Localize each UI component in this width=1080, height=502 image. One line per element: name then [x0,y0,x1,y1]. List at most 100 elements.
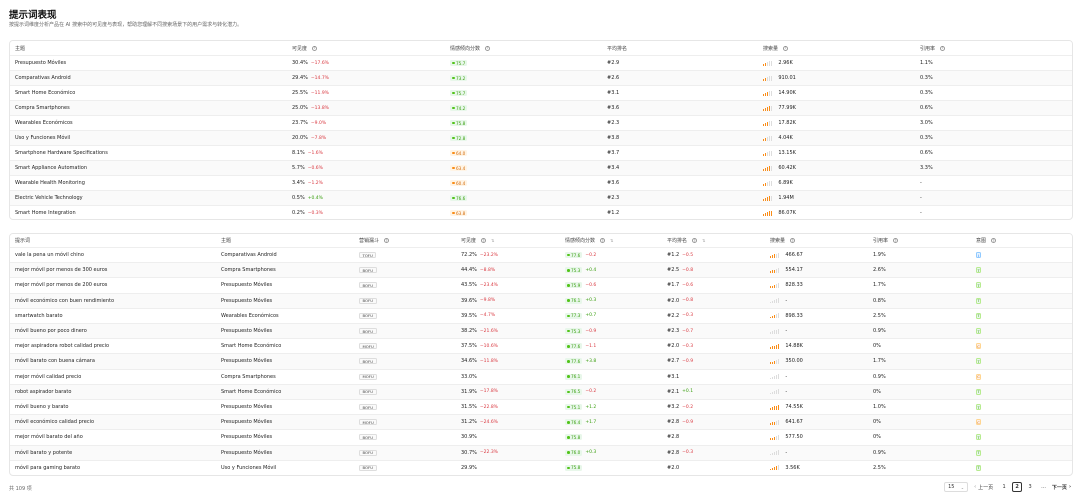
help-icon[interactable]: ? [481,238,487,243]
table-row[interactable]: Smart Home Integration 0.2% −0.3% 63.8 #1.2 8… [10,206,1072,219]
visibility-value: 33.0% [461,373,477,380]
page-number-button[interactable]: 3 [1028,484,1032,490]
header-cell[interactable]: 平均排名 [607,41,627,55]
help-icon[interactable]: ? [893,238,899,243]
sentiment-value: 63.4 [456,165,466,171]
intent-cell: T [976,385,981,399]
volume-value: 577.50 [785,434,803,441]
help-icon[interactable]: ? [485,45,491,51]
volume-cell: 4.04K [763,131,793,145]
help-icon[interactable]: ? [600,238,606,243]
header-cell[interactable]: 情感倾向分数? ⇅ [565,234,613,247]
header-cell[interactable]: 可见度? ⇅ [461,234,494,247]
table-row[interactable]: Wearables Económicos 23.7% −9.0% 75.8 #2.3 17… [10,116,1072,131]
help-icon[interactable]: ? [783,45,789,51]
sentiment-badge: 77.6 [565,252,583,259]
rank-value: #2.2 [667,312,680,319]
volume-value: 14.88K [785,343,803,350]
sort-icon[interactable]: ⇅ [610,238,613,243]
header-cell: 主题 [15,41,25,55]
prompt-text: móvil para gaming barato [15,464,81,471]
table-row[interactable]: móvil para gaming barato Uso y Funciones … [10,461,1072,475]
visibility-cell: 20.0% −7.8% [292,131,326,145]
page-number-button[interactable]: 2 [1012,482,1023,492]
intent-cell: C [976,370,981,384]
header-cell[interactable]: 引用率? [920,41,946,55]
sort-icon[interactable]: ⇅ [491,238,494,243]
topic-cell: Compra Smartphones [221,263,276,277]
table-row[interactable]: Comparativas Android 29.4% −14.7% 73.2 #2.6 9… [10,71,1072,86]
table-row[interactable]: Smartphone Hardware Specifications 8.1% −1… [10,146,1072,161]
sort-icon[interactable]: ⇅ [702,238,705,243]
topic-name: Presupuesto Móviles [221,434,273,441]
visibility-cell: 23.7% −9.0% [292,116,326,130]
header-cell[interactable]: 意图? [976,234,997,247]
visibility-value: 5.7% [292,165,305,171]
table-row[interactable]: robot aspirador barato Smart Home Económi… [10,384,1072,400]
table-row[interactable]: Electric Vehicle Technology 0.5% +0.4% 76.6… [10,191,1072,206]
help-icon[interactable]: ? [312,45,318,51]
visibility-value: 25.5% [292,90,308,96]
header-cell[interactable]: 情感倾向分数? [450,41,491,55]
intent-cell: C [976,415,981,429]
visibility-delta: −17.6% [310,60,329,66]
volume-value: 898.33 [785,312,803,319]
table-row[interactable]: Presupuesto Móviles 30.4% −17.6% 75.7 #2.9 2.… [10,56,1072,71]
table-row[interactable]: mejor móvil calidad precio Compra Smartph… [10,370,1072,385]
help-icon[interactable]: ? [384,238,390,243]
table-row[interactable]: móvil bueno y barato Presupuesto Móviles B… [10,400,1072,416]
sentiment-cell: 76.1 [565,370,583,384]
header-cell[interactable]: 平均排名? ⇅ [667,234,705,247]
rank-delta: −0.9 [682,358,694,364]
sentiment-value: 60.4 [456,180,466,186]
visibility-delta: −9.8% [479,298,496,304]
help-icon[interactable]: ? [692,238,698,243]
header-cell[interactable]: 搜索量? [763,41,789,55]
citation-cell: 0% [873,415,881,429]
sentiment-badge: 74.2 [450,105,468,111]
topic-name: Presupuesto Móviles [221,358,273,365]
header-cell[interactable]: 搜索量? [770,234,796,247]
funnel-cell: BOFU [359,446,377,460]
citation-value: 0% [873,388,881,395]
visibility-cell: 39.6% −9.8% [461,294,495,308]
visibility-value: 30.9% [461,434,477,441]
sentiment-value: 75.3 [571,267,581,273]
page-size-select[interactable]: 15 ⌄ [944,482,969,492]
table-row[interactable]: móvil económico con buen rendimiento Pres… [10,293,1072,309]
funnel-tag: BOFU [359,312,377,319]
visibility-delta: −21.6% [479,328,498,334]
table-row[interactable]: mejor aspiradora robot calidad precio Sma… [10,339,1072,355]
header-cell[interactable]: 引用率? [873,234,899,247]
table-row[interactable]: mejor móvil por menos de 300 euros Compra… [10,263,1072,279]
help-icon[interactable]: ? [790,238,796,243]
next-page-button[interactable]: 下一页 › [1052,484,1071,491]
rank-value: #2.1 [667,388,680,395]
rank-cell: #2.1 +0.1 [667,385,693,399]
help-icon[interactable]: ? [940,45,946,51]
table-row[interactable]: móvil barato y potente Presupuesto Móvile… [10,445,1072,461]
help-icon[interactable]: ? [991,238,997,243]
table-row[interactable]: Compra Smartphones 25.0% −13.8% 74.2 #3.6 77.… [10,101,1072,116]
table-row[interactable]: mejor móvil barato del año Presupuesto Mó… [10,430,1072,446]
table-row[interactable]: Smart Home Económico 25.5% −11.9% 75.7 #3.1 1… [10,86,1072,101]
table-row[interactable]: Smart Appliance Automation 5.7% −0.6% 63.4 #… [10,161,1072,176]
prev-page-button[interactable]: ‹ 上一页 [974,484,993,491]
table-row[interactable]: vale la pena un móvil chino Comparativas … [10,248,1072,264]
page-number-button[interactable]: 1 [1002,484,1006,490]
table-row[interactable]: Wearable Health Monitoring 3.4% −1.2% 60.4 #… [10,176,1072,191]
table-row[interactable]: mejor móvil por menos de 200 euros Presup… [10,278,1072,294]
header-cell[interactable]: 可见度? [292,41,318,55]
sentiment-value: 77.6 [571,358,581,364]
table-row[interactable]: smartwatch barato Wearables Económicos BOF… [10,309,1072,324]
table-row[interactable]: móvil económico calidad precio Presupuest… [10,415,1072,431]
volume-cell: 898.33 [770,309,803,323]
volume-value: 910.01 [778,75,796,81]
visibility-value: 44.4% [461,267,477,274]
table-row[interactable]: móvil barato con buena cámara Presupuesto… [10,354,1072,370]
visibility-value: 38.2% [461,328,477,335]
table-row[interactable]: Uso y Funciones Móvil 20.0% −7.8% 72.8 #3.8 4… [10,131,1072,146]
table-row[interactable]: móvil bueno por poco dinero Presupuesto M… [10,324,1072,340]
visibility-delta: +0.4% [307,195,323,201]
sentiment-cell: 76.6 [450,191,468,205]
